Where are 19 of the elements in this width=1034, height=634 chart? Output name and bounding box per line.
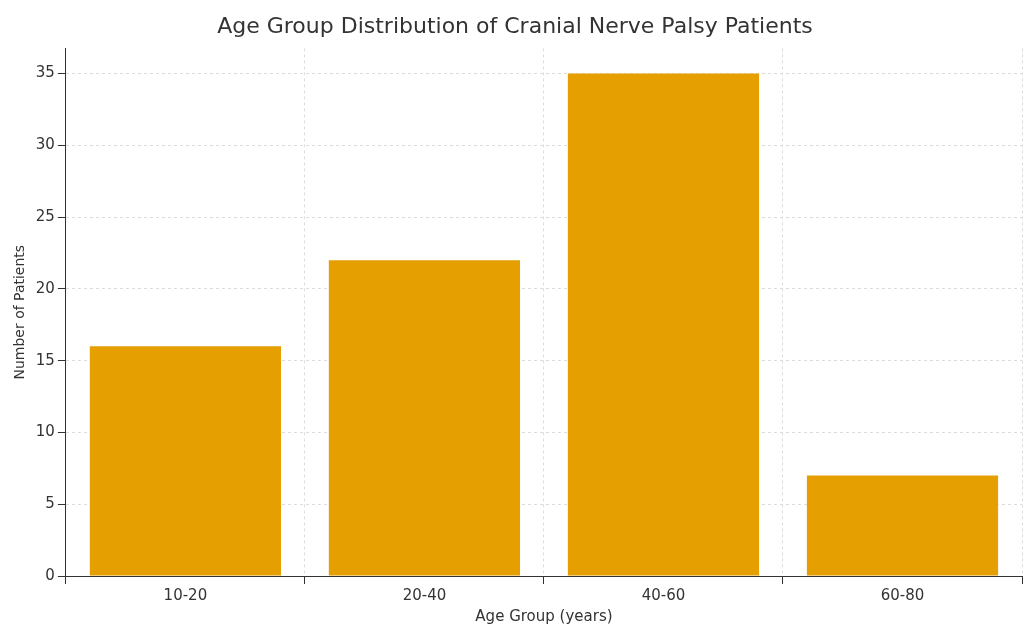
x-axis-title: Age Group (years) [475,606,613,625]
y-tick-label: 10 [35,422,55,441]
y-tick-label: 35 [35,63,55,82]
y-tick-label: 30 [35,135,55,154]
y-tick-label: 5 [45,494,55,513]
x-tick-label: 60-80 [880,585,925,604]
bar [89,346,282,576]
bar [328,260,521,576]
bar [806,475,999,576]
y-tick-label: 15 [35,350,55,369]
x-tick-label: 40-60 [641,585,686,604]
bar [567,73,760,576]
x-tick-label: 10-20 [163,585,208,604]
y-axis-title: Number of Patients [11,244,28,380]
y-tick-label: 20 [35,278,55,297]
x-tick-label: 20-40 [402,585,447,604]
y-tick-label: 25 [35,206,55,225]
y-tick-label: 0 [45,565,55,584]
chart-title: Age Group Distribution of Cranial Nerve Palsy Patients [217,12,813,38]
